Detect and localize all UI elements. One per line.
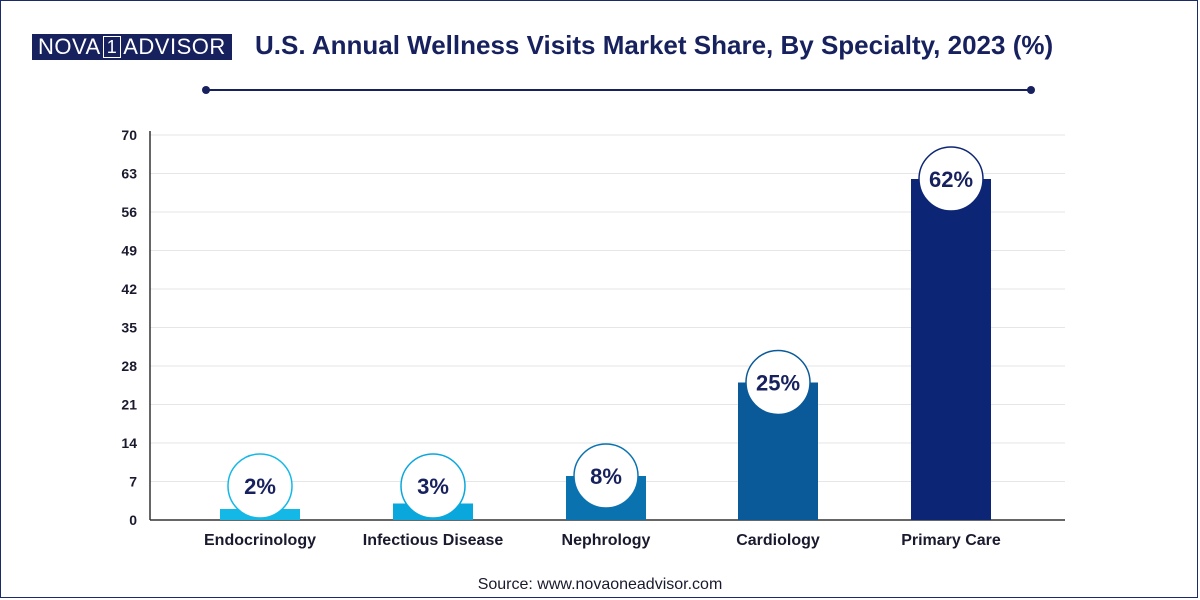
bar <box>911 179 991 520</box>
title-underline <box>206 89 1031 91</box>
x-tick-label: Primary Care <box>901 532 1001 549</box>
brand-logo-digit: 1 <box>102 36 122 58</box>
underline-dot-right <box>1027 86 1035 94</box>
y-tick-label: 63 <box>121 166 137 182</box>
brand-logo-right: ADVISOR <box>123 34 226 59</box>
x-tick-label: Infectious Disease <box>363 532 504 549</box>
underline-dot-left <box>202 86 210 94</box>
value-label-circle <box>745 349 811 416</box>
y-tick-label: 35 <box>121 320 137 336</box>
y-tick-label: 42 <box>121 281 137 297</box>
y-tick-label: 7 <box>129 474 137 490</box>
brand-logo: NOVA 1 ADVISOR <box>32 34 232 60</box>
y-tick-label: 14 <box>121 435 137 451</box>
brand-logo-left: NOVA <box>38 34 101 59</box>
x-tick-label: Nephrology <box>562 532 651 549</box>
y-tick-label: 21 <box>121 397 137 413</box>
value-label-circle <box>918 146 984 212</box>
y-tick-label: 49 <box>121 243 137 259</box>
value-label-circle <box>227 453 293 519</box>
value-label-circle <box>400 453 466 519</box>
x-tick-label: Endocrinology <box>204 532 316 549</box>
value-label: 3% <box>417 474 449 499</box>
y-tick-label: 0 <box>129 512 137 528</box>
x-tick-label: Cardiology <box>736 532 820 549</box>
y-tick-label: 56 <box>121 204 137 220</box>
chart-title: U.S. Annual Wellness Visits Market Share… <box>255 30 1054 60</box>
value-label: 8% <box>590 464 622 489</box>
y-tick-label: 28 <box>121 358 137 374</box>
value-label-circle <box>573 443 639 509</box>
value-label: 25% <box>756 371 800 396</box>
value-label: 62% <box>929 167 973 192</box>
y-tick-label: 70 <box>121 127 137 143</box>
value-label: 2% <box>244 474 276 499</box>
source-note: Source: www.novaoneadvisor.com <box>477 576 723 593</box>
